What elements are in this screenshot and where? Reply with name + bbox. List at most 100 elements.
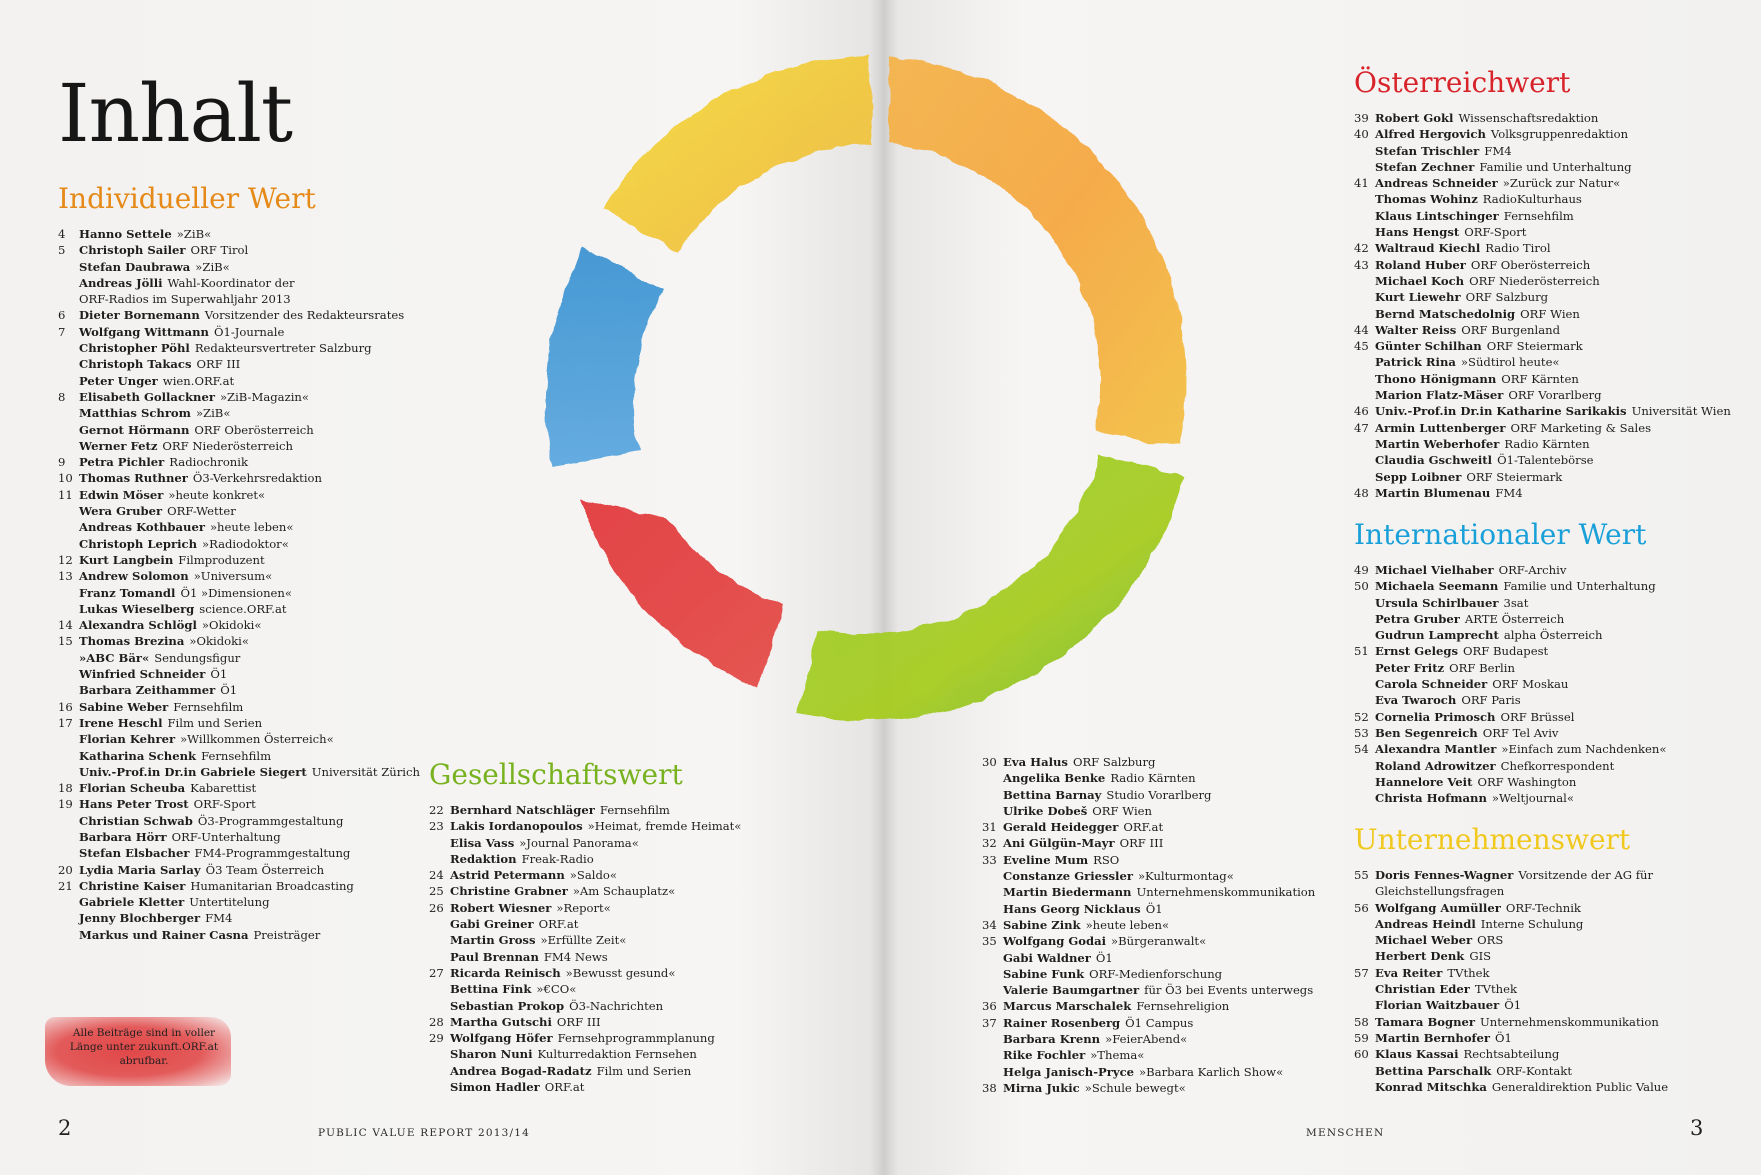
entry-person-name: Ani Gülgün-Mayr (1003, 836, 1115, 851)
toc-entry: Barbara Krenn »FeierAbend« (982, 1031, 1315, 1047)
entry-role: ORF Oberösterreich (194, 422, 314, 437)
entry-person-name: Tamara Bogner (1375, 1014, 1476, 1029)
ring-segment-individual (889, 56, 1187, 447)
entry-role: ORF Vorarlberg (1508, 388, 1602, 403)
entry-role: Redakteursvertreter Salzburg (194, 341, 372, 356)
entry-person-name: Eva Twaroch (1375, 693, 1457, 708)
entry-role: ORF Brüssel (1500, 709, 1575, 724)
entry-person-name: Wolfgang Aumüller (1375, 900, 1501, 915)
entry-role: Universität Wien (1631, 404, 1731, 419)
entry-role: »Universum« (193, 569, 273, 584)
toc-entry: Herbert Denk GIS (1354, 948, 1668, 964)
entry-page-number: 6 (58, 308, 66, 323)
entry-person-name: Thomas Wohinz (1375, 192, 1478, 207)
entry-role: ORF-Medienforschung (1089, 966, 1223, 981)
entry-page-number: 26 (429, 900, 444, 915)
entry-person-name: Lydia Maria Sarlay (79, 862, 201, 877)
toc-entry: Rike Fochler »Thema« (982, 1047, 1315, 1063)
entry-person-name: Marcus Marschalek (1003, 999, 1132, 1014)
toc-entry: Carola Schneider ORF Moskau (1354, 676, 1666, 692)
entry-person-name: Hans Georg Nicklaus (1003, 901, 1141, 916)
entry-person-name: Christine Kaiser (79, 878, 186, 893)
entry-page-number: 34 (982, 917, 997, 932)
toc-entry: 40 Alfred Hergovich Volksgruppenredaktion (1354, 126, 1731, 142)
entry-role: Unternehmenskommunikation (1136, 885, 1316, 900)
entry-page-number: 40 (1354, 127, 1369, 142)
entry-page-number: 9 (58, 455, 66, 470)
entry-role: Ö3-Nachrichten (569, 998, 664, 1013)
toc-entry: Martin Weberhofer Radio Kärnten (1354, 436, 1731, 452)
entry-person-name: Wolfgang Höfer (450, 1031, 553, 1046)
entry-person-name: Klaus Lintschinger (1375, 208, 1499, 223)
entry-role: ORF-Unterhaltung (171, 829, 281, 844)
entry-role: Fernsehfilm (1503, 208, 1574, 223)
entry-person-name: Univ.-Prof.in Dr.in Gabriele Siegert (79, 764, 307, 779)
entry-person-name: Barbara Hörr (79, 829, 167, 844)
entry-person-name: Andreas Schneider (1375, 176, 1498, 191)
section-austria: Österreichwert 39 Robert Gokl Wissenschaft… (1354, 66, 1731, 501)
entry-role: Ö1 »Dimensionen« (180, 585, 292, 600)
toc-entry: Barbara Zeithammer Ö1 (58, 682, 420, 698)
entry-person-name: Elisa Vass (450, 835, 515, 850)
entry-role: ORF Tel Aviv (1482, 725, 1559, 740)
toc-entry: 50 Michaela Seemann Familie und Unterhaltu… (1354, 578, 1666, 594)
entry-role: wien.ORF.at (162, 373, 235, 388)
toc-entry: 16 Sabine Weber Fernsehfilm (58, 699, 420, 715)
toc-entry: 23 Lakis Iordanopoulos »Heimat, fremde Hei… (429, 818, 741, 834)
section-heading-company: Unternehmenswert (1354, 823, 1631, 856)
toc-entry: Hannelore Veit ORF Washington (1354, 774, 1666, 790)
entry-person-name: Wolfgang Godai (1003, 934, 1107, 949)
entry-role: »ZiB« (195, 406, 231, 421)
entry-person-name: Matthias Schrom (79, 406, 191, 421)
entry-person-name: Wolfgang Wittmann (79, 324, 209, 339)
entry-page-number: 29 (429, 1031, 444, 1046)
entry-page-number: 59 (1354, 1030, 1369, 1045)
entry-role: »Barbara Karlich Show« (1139, 1064, 1284, 1079)
section-international: Internationaler Wert 49 Michael Vielhaber… (1354, 518, 1666, 806)
entry-page-number: 46 (1354, 404, 1369, 419)
toc-entry: Gabi Greiner ORF.at (429, 916, 741, 932)
entry-role: Radio Kärnten (1110, 771, 1196, 786)
entry-person-name: Ricarda Reinisch (450, 965, 561, 980)
entry-person-name: Christine Grabner (450, 884, 568, 899)
entry-role: FM4 (1484, 143, 1512, 158)
entry-page-number: 24 (429, 868, 444, 883)
entry-role: Studio Vorarlberg (1106, 787, 1212, 802)
entry-person-name: Franz Tomandl (79, 585, 176, 600)
entry-page-number: 31 (982, 820, 997, 835)
section-individual: Individueller Wert 4 Hanno Settele »ZiB« 5 C… (58, 182, 420, 943)
toc-entry: 21 Christine Kaiser Humanitarian Broadcast… (58, 878, 420, 894)
entry-role: »Weltjournal« (1491, 791, 1574, 806)
toc-entry: Elisa Vass »Journal Panorama« (429, 835, 741, 851)
toc-entry: 41 Andreas Schneider »Zurück zur Natur« (1354, 175, 1731, 191)
entry-role: ORF III (196, 357, 241, 372)
toc-entry: Christa Hofmann »Weltjournal« (1354, 790, 1666, 806)
entry-role: ORF.at (538, 917, 579, 932)
toc-entry: Andreas Heindl Interne Schulung (1354, 916, 1668, 932)
entry-person-name: Univ.-Prof.in Dr.in Katharine Sarikakis (1375, 404, 1627, 419)
toc-entry: 46 Univ.-Prof.in Dr.in Katharine Sarikaki… (1354, 403, 1731, 419)
entry-person-name: »ABC Bär« (79, 650, 150, 665)
toc-entry: Andreas Kothbauer »heute leben« (58, 519, 420, 535)
entry-page-number: 55 (1354, 868, 1369, 882)
entry-person-name: Helga Janisch-Pryce (1003, 1064, 1135, 1079)
toc-entry: 47 Armin Luttenberger ORF Marketing & Sale… (1354, 420, 1731, 436)
entry-person-name: Robert Gokl (1375, 111, 1454, 125)
toc-entry: 29 Wolfgang Höfer Fernsehprogrammplanung (429, 1030, 741, 1046)
toc-entry: Christopher Pöhl Redakteursvertreter Salz… (58, 340, 420, 356)
entry-role: Familie und Unterhaltung (1503, 579, 1656, 594)
entry-person-name: Armin Luttenberger (1375, 420, 1506, 435)
entry-list: 55 Doris Fennes-Wagner Vorsitzende der AG … (1354, 867, 1668, 1095)
entry-page-number: 42 (1354, 241, 1369, 256)
entry-person-name: Gabi Greiner (450, 917, 534, 932)
entry-person-name: Wera Gruber (79, 504, 163, 519)
entry-role: Ö1-Journale (213, 324, 285, 339)
entry-role: Sendungsfigur (154, 650, 241, 665)
toc-entry: 36 Marcus Marschalek Fernsehreligion (982, 998, 1315, 1014)
entry-person-name: Sepp Loibner (1375, 469, 1462, 484)
entry-role: Ö1 (220, 683, 238, 698)
toc-entry: Ursula Schirlbauer 3sat (1354, 595, 1666, 611)
toc-entry: Marion Flatz-Mäser ORF Vorarlberg (1354, 387, 1731, 403)
toc-entry: Bettina Barnay Studio Vorarlberg (982, 787, 1315, 803)
